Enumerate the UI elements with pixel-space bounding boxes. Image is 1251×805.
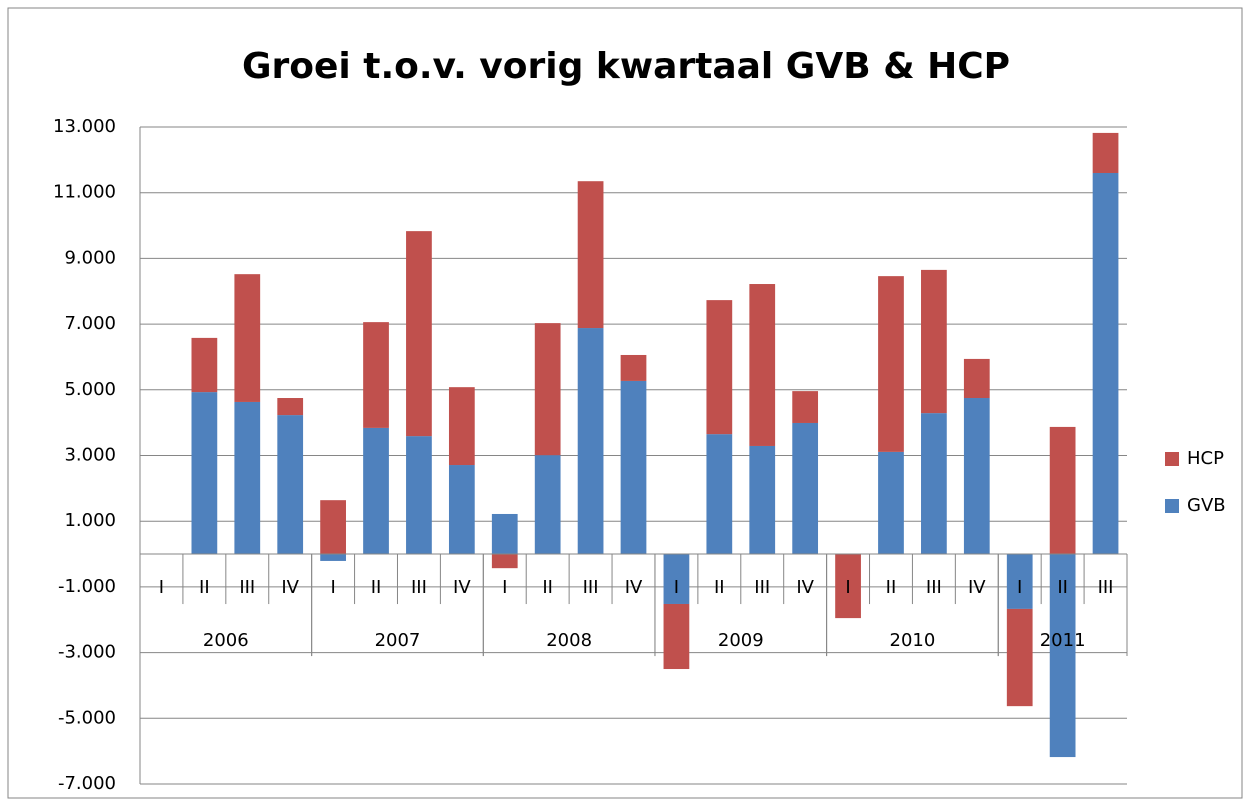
- bar: [534, 455, 561, 555]
- bar: [835, 554, 861, 619]
- x-tick-label: I: [1017, 577, 1022, 598]
- x-tick-label: IV: [796, 577, 814, 598]
- group-label: 2008: [546, 630, 592, 651]
- bar: [577, 328, 604, 555]
- bar: [921, 269, 947, 414]
- bar: [534, 323, 561, 456]
- bar: [1006, 554, 1033, 609]
- bar: [1049, 426, 1076, 555]
- bar: [406, 231, 432, 437]
- x-tick-label: IV: [625, 577, 643, 598]
- y-tick-label: -3.000: [58, 642, 116, 663]
- x-tick-label: II: [714, 577, 725, 598]
- bar: [363, 322, 389, 428]
- legend-swatch: [1165, 499, 1179, 513]
- bar: [706, 434, 733, 555]
- bar: [878, 276, 904, 452]
- group-label: 2011: [1040, 630, 1086, 651]
- x-tick-label: II: [1057, 577, 1068, 598]
- x-tick-label: I: [845, 577, 850, 598]
- x-tick-label: IV: [968, 577, 986, 598]
- y-tick-label: 11.000: [53, 182, 116, 203]
- legend-swatch: [1165, 452, 1179, 466]
- x-tick-label: I: [502, 577, 507, 598]
- y-tick-label: 9.000: [64, 247, 116, 268]
- bar: [320, 554, 346, 561]
- x-tick-label: I: [330, 577, 335, 598]
- bar: [878, 451, 904, 555]
- bar: [277, 415, 304, 555]
- x-tick-label: III: [411, 577, 427, 598]
- bar: [921, 413, 947, 555]
- bar: [620, 380, 647, 555]
- bar: [663, 603, 690, 670]
- group-label: 2010: [890, 630, 936, 651]
- bar: [792, 422, 819, 555]
- bar: [1092, 172, 1119, 555]
- group-label: 2009: [718, 630, 764, 651]
- legend-label: HCP: [1187, 448, 1224, 469]
- bar: [620, 354, 647, 381]
- chart-title: Groei t.o.v. vorig kwartaal GVB & HCP: [242, 46, 1010, 87]
- y-tick-label: 1.000: [64, 510, 116, 531]
- x-tick-label: IV: [281, 577, 299, 598]
- bar: [1006, 608, 1033, 707]
- x-tick-label: II: [886, 577, 897, 598]
- bar: [234, 274, 261, 402]
- y-tick-label: 5.000: [64, 379, 116, 400]
- bar: [749, 445, 776, 555]
- x-tick-label: II: [199, 577, 210, 598]
- x-tick-label: II: [542, 577, 553, 598]
- group-label: 2007: [375, 630, 421, 651]
- bar: [577, 181, 604, 329]
- y-tick-label: 7.000: [64, 313, 116, 334]
- x-tick-label: I: [159, 577, 164, 598]
- bar: [320, 500, 346, 555]
- bar: [191, 392, 218, 555]
- x-tick-label: III: [926, 577, 942, 598]
- y-tick-label: -1.000: [58, 576, 116, 597]
- bar: [448, 387, 475, 466]
- bar: [406, 436, 432, 555]
- x-tick-label: III: [1098, 577, 1114, 598]
- x-tick-label: IV: [453, 577, 471, 598]
- bar: [491, 554, 518, 569]
- group-label: 2006: [203, 630, 249, 651]
- bar: [234, 401, 261, 555]
- y-tick-label: -7.000: [58, 773, 116, 794]
- bar: [448, 465, 475, 555]
- bar: [706, 300, 733, 435]
- x-tick-label: II: [371, 577, 382, 598]
- bar: [363, 427, 389, 555]
- bar: [277, 398, 304, 416]
- bar: [792, 391, 819, 423]
- bar: [963, 358, 990, 399]
- x-tick-label: III: [583, 577, 599, 598]
- bar: [963, 398, 990, 555]
- y-tick-label: 3.000: [64, 445, 116, 466]
- bar: [749, 284, 776, 446]
- y-tick-label: 13.000: [53, 116, 116, 137]
- bar: [1092, 132, 1119, 173]
- y-tick-label: -5.000: [58, 707, 116, 728]
- bar: [491, 513, 518, 555]
- x-tick-label: III: [754, 577, 770, 598]
- x-tick-label: I: [674, 577, 679, 598]
- x-tick-label: III: [239, 577, 255, 598]
- legend-label: GVB: [1187, 495, 1226, 516]
- bar: [663, 554, 690, 604]
- bar: [191, 337, 218, 393]
- bar: [1049, 554, 1076, 758]
